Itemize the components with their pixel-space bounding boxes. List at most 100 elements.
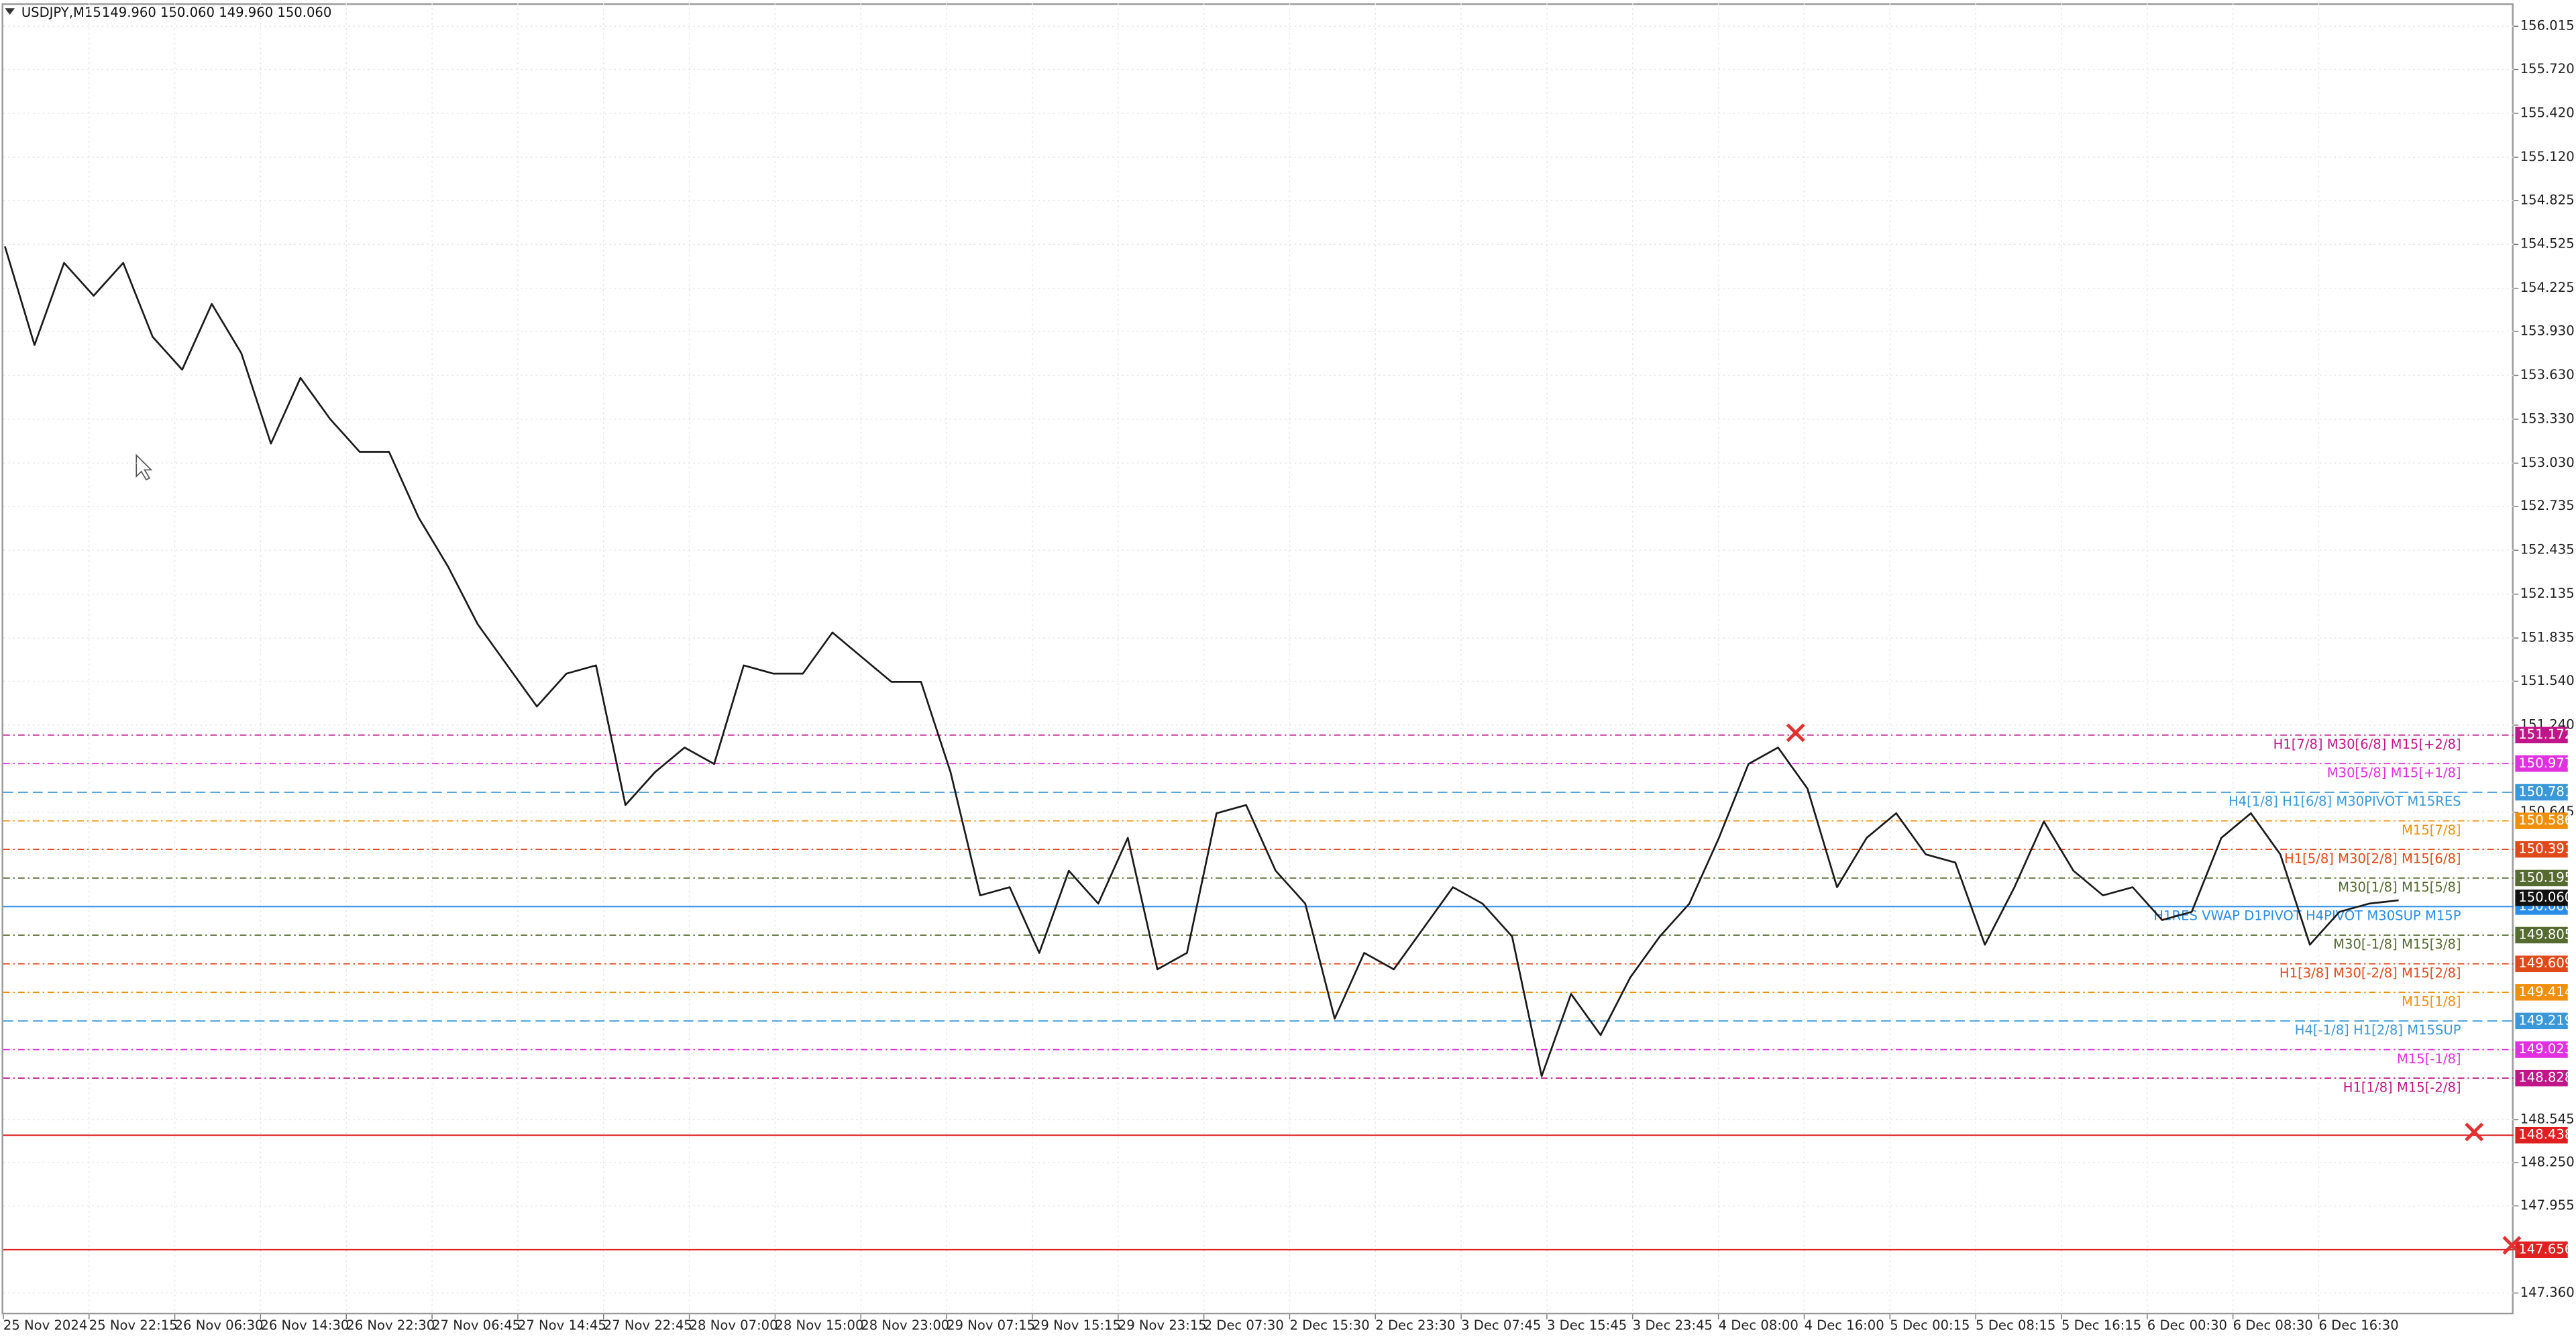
level-label: H4[-1/8] H1[2/8] M15SUP — [2295, 1022, 2461, 1038]
x-tick-label: 29 Nov 15:15 — [1032, 1318, 1121, 1333]
level-label: M30[-1/8] M15[3/8] — [2333, 936, 2461, 952]
price-tag — [2515, 926, 2568, 944]
price-tag — [2515, 1012, 2568, 1030]
price-tag-label: 149.414 — [2518, 984, 2573, 1000]
x-tick-label: 27 Nov 06:45 — [432, 1318, 521, 1333]
y-tick-label: 147.360 — [2520, 1285, 2575, 1300]
cross-marker — [2502, 1236, 2522, 1255]
plot-frame — [1, 3, 2514, 1315]
price-tag-label: 151.172 — [2518, 727, 2573, 742]
level-label: H4[1/8] H1[6/8] M30PIVOT M15RES — [2229, 794, 2461, 809]
y-tick-label: 153.030 — [2520, 455, 2575, 470]
x-tick-label: 6 Dec 00:30 — [2147, 1318, 2227, 1333]
y-tick-label: 155.720 — [2520, 61, 2575, 76]
y-tick-label: 147.955 — [2520, 1197, 2575, 1213]
price-tag-label: 148.438 — [2518, 1127, 2573, 1142]
current-price-label: 150.060 — [2518, 890, 2573, 905]
level-label: M15[7/8] — [2402, 822, 2461, 838]
y-tick-label: 148.545 — [2520, 1111, 2575, 1126]
x-tick-label: 28 Nov 15:00 — [775, 1318, 863, 1333]
price-tag-label: 149.609 — [2518, 955, 2573, 971]
y-tick-label: 152.435 — [2520, 542, 2575, 557]
y-tick-label: 153.630 — [2520, 367, 2575, 382]
x-tick-label: 29 Nov 23:15 — [1118, 1318, 1207, 1333]
y-tick-label: 153.930 — [2520, 323, 2575, 339]
x-tick-label: 27 Nov 22:45 — [604, 1318, 692, 1333]
price-tag-label: 150.977 — [2518, 755, 2573, 771]
level-label: H1[1/8] M15[-2/8] — [2343, 1079, 2461, 1095]
price-tag — [2515, 869, 2568, 887]
x-tick-label: 5 Dec 00:15 — [1890, 1318, 1970, 1333]
price-tag — [2515, 755, 2568, 772]
price-tag-label: 148.828 — [2518, 1070, 2573, 1085]
y-tick-label: 151.835 — [2520, 630, 2575, 645]
level-label: H1[5/8] M30[2/8] M15[6/8] — [2284, 851, 2461, 866]
x-tick-label: 3 Dec 23:45 — [1633, 1318, 1713, 1333]
price-tag-label: 149.219 — [2518, 1012, 2573, 1028]
x-tick-label: 5 Dec 08:15 — [1976, 1318, 2055, 1333]
y-tick-label: 148.250 — [2520, 1155, 2575, 1170]
x-tick-label: 28 Nov 07:00 — [690, 1318, 778, 1333]
x-tick-label: 2 Dec 23:30 — [1375, 1318, 1455, 1333]
price-tag — [2515, 727, 2568, 743]
price-tag-label: 150.195 — [2518, 869, 2573, 885]
x-tick-label: 2 Dec 15:30 — [1289, 1318, 1369, 1333]
y-tick-label: 153.330 — [2520, 411, 2575, 426]
x-tick-label: 2 Dec 07:30 — [1204, 1318, 1284, 1333]
price-tag — [2515, 812, 2568, 829]
x-tick-label: 3 Dec 15:45 — [1547, 1318, 1627, 1333]
x-tick-label: 26 Nov 14:30 — [260, 1318, 349, 1333]
x-tick-label: 26 Nov 06:30 — [175, 1318, 264, 1333]
y-tick-label: 152.135 — [2520, 586, 2575, 601]
x-tick-label: 25 Nov 2024 — [3, 1318, 87, 1333]
x-tick-label: 29 Nov 07:15 — [947, 1318, 1035, 1333]
level-label: H1[3/8] M30[-2/8] M15[2/8] — [2279, 965, 2461, 981]
cross-marker — [1786, 723, 1805, 743]
y-tick-label: 151.540 — [2520, 673, 2575, 688]
level-label: H1[7/8] M30[6/8] M15[+2/8] — [2273, 737, 2461, 752]
x-tick-label: 6 Dec 16:30 — [2318, 1318, 2398, 1333]
price-tag — [2515, 984, 2568, 1001]
price-tag — [2515, 1069, 2568, 1087]
price-tag — [2515, 784, 2568, 801]
cross-marker — [2465, 1122, 2484, 1142]
level-label: M30[1/8] M15[5/8] — [2338, 879, 2461, 895]
price-tag — [2515, 841, 2568, 858]
y-tick-label: 155.420 — [2520, 105, 2575, 120]
price-tag — [2515, 955, 2568, 972]
price-tag-label: 147.656 — [2518, 1241, 2573, 1256]
mouse-cursor — [136, 453, 153, 481]
x-tick-label: 3 Dec 07:45 — [1461, 1318, 1541, 1333]
price-tag-label: 149.023 — [2518, 1041, 2573, 1057]
menu-arrow[interactable] — [5, 8, 15, 15]
price-tag-label: 150.391 — [2518, 841, 2573, 857]
ohlc-values: 149.960 150.060 149.960 150.060 — [102, 5, 332, 20]
x-tick-label: 4 Dec 08:00 — [1719, 1318, 1799, 1333]
price-tag-label: 149.805 — [2518, 926, 2573, 942]
level-label: M15[-1/8] — [2397, 1051, 2461, 1067]
price-tag — [2515, 1241, 2568, 1258]
price-tag — [2515, 1041, 2568, 1058]
y-tick-label: 152.735 — [2520, 498, 2575, 513]
y-tick-label: 154.825 — [2520, 192, 2575, 207]
y-tick-label: 154.225 — [2520, 280, 2575, 295]
x-tick-label: 27 Nov 14:45 — [518, 1318, 606, 1333]
x-tick-label: 25 Nov 22:15 — [89, 1318, 178, 1333]
level-label: H1RES VWAP D1PIVOT H4PIVOT M30SUP M15P — [2153, 908, 2461, 924]
level-label: M15[1/8] — [2402, 994, 2461, 1009]
price-line — [4, 246, 2399, 1077]
current-price-tag — [2515, 890, 2568, 906]
price-tag-label: 150.586 — [2518, 812, 2573, 828]
x-tick-label: 5 Dec 16:15 — [2061, 1318, 2141, 1333]
x-tick-label: 26 Nov 22:30 — [346, 1318, 435, 1333]
symbol-title: USDJPY,M15 — [21, 5, 101, 20]
y-tick-label: 156.015 — [2520, 18, 2575, 34]
price-tag-label: 150.781 — [2518, 784, 2573, 800]
price-tag — [2515, 1126, 2568, 1144]
x-tick-label: 28 Nov 23:00 — [861, 1318, 949, 1333]
y-tick-label: 155.120 — [2520, 149, 2575, 164]
x-tick-label: 6 Dec 08:30 — [2233, 1318, 2313, 1333]
y-tick-label: 154.525 — [2520, 236, 2575, 252]
